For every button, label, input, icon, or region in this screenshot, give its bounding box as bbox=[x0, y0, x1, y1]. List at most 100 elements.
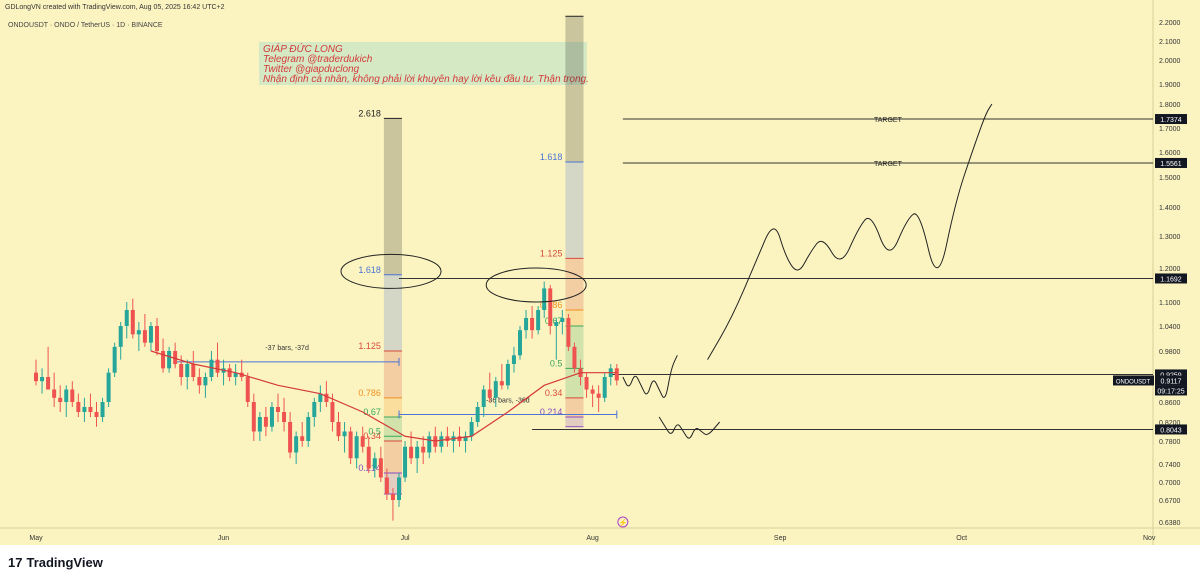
candle-body bbox=[142, 330, 147, 343]
candle-body bbox=[324, 393, 329, 402]
candle-body bbox=[372, 458, 377, 469]
projection-path-up bbox=[707, 103, 993, 360]
candle-body bbox=[554, 322, 559, 326]
fib-level-label: 0.5 bbox=[368, 426, 381, 436]
price-tick-label: 0.7000 bbox=[1159, 480, 1181, 487]
candle-body bbox=[64, 389, 69, 402]
candle-body bbox=[130, 310, 135, 335]
candle-body bbox=[88, 407, 93, 412]
candle-body bbox=[288, 422, 293, 453]
candle-body bbox=[155, 326, 159, 351]
fib-level-label: 0.5 bbox=[550, 358, 563, 368]
fib-band bbox=[383, 351, 402, 398]
fib-band bbox=[383, 118, 402, 275]
fib-level-label: 0.214 bbox=[540, 407, 563, 417]
fib-band bbox=[383, 397, 402, 417]
candle-body bbox=[306, 417, 311, 441]
candle-body bbox=[263, 417, 268, 427]
price-tick-label: 1.3000 bbox=[1159, 234, 1181, 241]
fib-level-label: 0.67 bbox=[545, 316, 563, 326]
candle-body bbox=[82, 407, 87, 412]
fib-band bbox=[383, 441, 402, 473]
candle-body bbox=[384, 477, 389, 494]
candle-body bbox=[173, 351, 178, 364]
event-marker bbox=[617, 516, 629, 528]
time-tick-label: Nov bbox=[1143, 535, 1156, 542]
candles-layer bbox=[34, 281, 619, 521]
circled-zone bbox=[340, 253, 442, 289]
tradingview-logo[interactable]: 17 TradingView bbox=[8, 555, 103, 570]
candle-body bbox=[536, 310, 541, 331]
candle-body bbox=[511, 355, 516, 364]
price-axis: 2.2000 2.1000 2.0000 1.9000 1.8000 1.7000 1.60… bbox=[1159, 20, 1181, 527]
candle-body bbox=[185, 364, 190, 377]
candle-body bbox=[148, 326, 153, 343]
candle-body bbox=[161, 351, 166, 369]
candle-body bbox=[94, 412, 99, 417]
candle-body bbox=[269, 407, 274, 427]
candle-body bbox=[378, 458, 383, 478]
time-tick-label: Aug bbox=[586, 535, 599, 542]
target-label: TARGET bbox=[874, 161, 903, 168]
note-line-1: GIÁP ĐỨC LONG bbox=[263, 42, 343, 55]
price-tick-label: 1.6000 bbox=[1159, 150, 1181, 157]
candle-body bbox=[427, 436, 432, 453]
candle-body bbox=[300, 436, 305, 441]
candle-body bbox=[390, 494, 395, 500]
note-line-3: Twitter @giapduclong bbox=[263, 64, 360, 75]
candle-body bbox=[530, 318, 535, 331]
measure-label: -37 bars, -37d bbox=[265, 345, 309, 352]
moving-average-layer bbox=[150, 350, 617, 442]
candle-body bbox=[282, 412, 287, 422]
candle-body bbox=[409, 446, 414, 459]
price-tick-label: 1.9000 bbox=[1159, 82, 1181, 89]
candle-body bbox=[294, 436, 299, 453]
candle-body bbox=[112, 346, 117, 373]
symbol-text: ONDOUSDT · ONDO / TetherUS · 1D · BINANC… bbox=[8, 22, 163, 29]
candle-body bbox=[318, 393, 323, 402]
candle-body bbox=[118, 326, 123, 347]
projection-path-near bbox=[622, 355, 678, 398]
note-line-4: Nhận định cá nhân, không phải lời khuyên… bbox=[263, 73, 589, 85]
horizontal-levels-layer: TARGET TARGET bbox=[399, 117, 1153, 430]
price-tick-label: 1.0400 bbox=[1159, 324, 1181, 331]
candle-body bbox=[40, 377, 45, 382]
candle-body bbox=[76, 402, 81, 412]
candle-body bbox=[360, 436, 365, 447]
fib-level-label: 1.125 bbox=[358, 341, 381, 351]
price-label-box bbox=[1155, 114, 1187, 125]
candle-body bbox=[548, 288, 553, 326]
price-tick-label: 0.8200 bbox=[1159, 420, 1181, 427]
price-label-text: 0.9117 bbox=[1161, 378, 1182, 385]
candle-body bbox=[439, 436, 444, 447]
candle-body bbox=[215, 359, 220, 373]
price-label-box bbox=[1155, 424, 1187, 435]
candle-body bbox=[524, 318, 529, 331]
candle-body bbox=[584, 377, 589, 390]
price-tick-label: 2.2000 bbox=[1159, 20, 1181, 27]
fib-level-label: 0.786 bbox=[358, 388, 381, 398]
fib-band bbox=[565, 417, 584, 427]
candle-body bbox=[336, 422, 341, 437]
price-tick-label: 1.5000 bbox=[1159, 175, 1181, 182]
time-tick-label: May bbox=[29, 535, 43, 542]
candle-body bbox=[34, 372, 38, 382]
candle-body bbox=[566, 318, 571, 347]
price-label-text: 1.5561 bbox=[1160, 161, 1182, 168]
tradingview-logo-icon: 17 bbox=[8, 555, 23, 570]
candle-body bbox=[366, 446, 371, 469]
candle-body bbox=[397, 477, 401, 500]
candle-body bbox=[342, 431, 347, 437]
drawings-layer: ⚡ bbox=[340, 103, 993, 528]
fib-level-label: 0.34 bbox=[363, 431, 381, 441]
price-tick-label: 0.9800 bbox=[1159, 349, 1181, 356]
measure-label: -36 bars, -36d bbox=[486, 398, 530, 405]
candle-body bbox=[505, 364, 510, 386]
price-tick-label: 0.6700 bbox=[1159, 498, 1181, 505]
fib-band bbox=[383, 436, 402, 441]
price-tick-label: 1.2000 bbox=[1159, 266, 1181, 273]
candle-body bbox=[572, 346, 577, 369]
note-box: GIÁP ĐỨC LONG Telegram @traderdukich Twi… bbox=[259, 42, 589, 85]
fib-band bbox=[565, 162, 584, 259]
candle-body bbox=[197, 377, 202, 386]
